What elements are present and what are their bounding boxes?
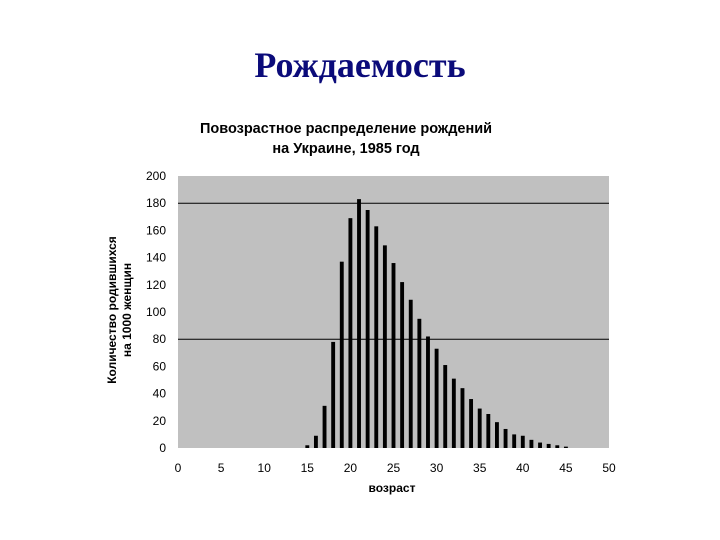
x-tick-label: 10 [258,461,272,475]
x-tick-label: 0 [175,461,182,475]
y-tick-label: 140 [146,251,166,265]
x-tick-label: 40 [516,461,530,475]
y-tick-label: 40 [153,387,167,401]
bar [546,443,551,448]
slide-title: Рождаемость [254,45,466,85]
x-tick-label: 5 [218,461,225,475]
bar [460,388,465,448]
x-tick-label: 35 [473,461,487,475]
bar [382,245,387,448]
bar [477,408,482,448]
y-tick-label: 100 [146,305,166,319]
bar [469,399,474,448]
bars [305,199,568,448]
bar [339,261,344,448]
y-tick-label: 0 [159,441,166,455]
x-tick-labels: 0 5 10 15 20 25 30 35 40 45 50 [175,461,616,475]
chart-title-line-1: Повозрастное распределение рождений [200,121,492,137]
bar [322,405,327,448]
bar [374,226,379,448]
bar [555,445,560,448]
bar [495,422,499,448]
bar [400,282,405,448]
x-axis-label: возраст [369,481,416,495]
y-tick-label: 60 [153,359,167,373]
y-tick-label: 80 [153,332,167,346]
bar [503,428,508,448]
x-tick-label: 30 [430,461,444,475]
bar [417,318,422,448]
bar [512,434,517,448]
x-tick-label: 45 [559,461,573,475]
bar [357,199,361,448]
bar [563,446,568,448]
bar [529,439,534,448]
y-tick-label: 120 [146,278,166,292]
bar [538,442,542,448]
y-tick-label: 20 [153,414,167,428]
y-tick-labels: 0 20 40 60 80 100 120 140 160 180 200 [146,169,166,455]
bar [434,348,439,448]
y-tick-label: 180 [146,196,166,210]
bar [443,365,448,448]
y-tick-label: 200 [146,169,166,183]
bar [391,263,396,448]
bar [408,299,413,448]
bar [365,210,370,448]
bar [305,445,310,448]
x-tick-label: 50 [602,461,616,475]
bar [348,218,353,448]
bar [313,435,318,448]
bar [520,435,525,448]
bar [331,341,336,448]
x-tick-label: 20 [344,461,358,475]
bar [486,414,491,448]
chart-title-line-2: на Украине, 1985 год [272,141,419,157]
y-axis-label-line-2: на 1000 женщин [120,263,134,357]
y-axis-label-line-1: Количество родившихся [105,236,119,384]
x-tick-label: 15 [301,461,315,475]
bar [451,378,456,448]
bar [426,336,430,448]
x-tick-label: 25 [387,461,401,475]
y-tick-label: 160 [146,223,166,237]
